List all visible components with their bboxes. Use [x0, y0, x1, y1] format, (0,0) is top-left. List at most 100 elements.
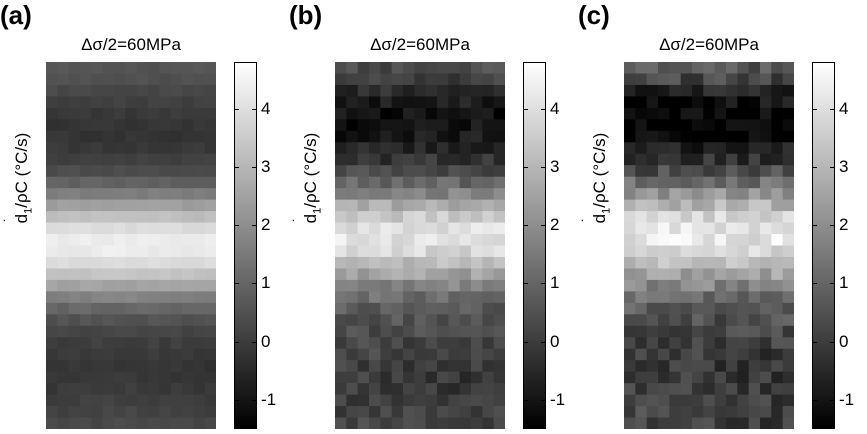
- heatmap-cell: [159, 107, 172, 120]
- heatmap-cell: [102, 211, 115, 224]
- heatmap-cell: [369, 394, 381, 407]
- heatmap-cell: [68, 314, 81, 327]
- heatmap-cell: [737, 268, 750, 281]
- heatmap-cell: [357, 107, 370, 120]
- heatmap-cell: [380, 371, 393, 384]
- heatmap-cell: [136, 291, 149, 304]
- heatmap-cell: [703, 84, 716, 98]
- heatmap-cell: [380, 337, 393, 350]
- heatmap-cell: [380, 222, 393, 235]
- heatmap-cell: [760, 417, 772, 429]
- heatmap-cell: [448, 222, 461, 235]
- heatmap-cell: [91, 107, 104, 120]
- heatmap-cell: [493, 96, 505, 109]
- heatmap-cell: [748, 383, 761, 396]
- heatmap-cell: [782, 337, 794, 350]
- heatmap-cell: [425, 165, 438, 178]
- heatmap-cell: [692, 62, 704, 75]
- heatmap-cell: [170, 279, 183, 292]
- heatmap-cell: [391, 84, 404, 98]
- y-label-unit: /ρC (°C/s): [12, 132, 31, 208]
- heatmap-cell: [459, 107, 472, 120]
- heatmap-cell: [46, 394, 58, 407]
- heatmap-cell: [437, 211, 449, 224]
- heatmap-cell: [658, 314, 670, 327]
- heatmap-cell: [680, 291, 693, 304]
- heatmap-cell: [391, 188, 404, 201]
- heatmap-cell: [726, 360, 738, 373]
- heatmap-cell: [414, 142, 427, 155]
- heatmap-cell: [692, 73, 704, 86]
- heatmap-cell: [737, 245, 750, 258]
- heatmap-cell: [335, 107, 347, 120]
- heatmap-cell: [102, 291, 115, 304]
- heatmap-cell: [425, 142, 438, 155]
- tick-mark: [541, 283, 546, 285]
- heatmap-cell: [403, 188, 415, 201]
- heatmap-cell: [624, 153, 636, 166]
- y-label-subscript: 1: [22, 207, 35, 214]
- heatmap-cell: [658, 130, 670, 143]
- colorbar: [523, 62, 546, 429]
- heatmap-cell: [391, 383, 404, 396]
- heatmap-cell: [703, 394, 716, 407]
- heatmap-cell: [493, 348, 505, 361]
- heatmap-cell: [493, 188, 505, 201]
- heatmap-cell: [437, 107, 449, 120]
- heatmap-cell: [748, 188, 761, 201]
- heatmap-cell: [68, 371, 81, 384]
- heatmap-cell: [193, 245, 206, 258]
- heatmap-cell: [204, 211, 216, 224]
- heatmap-cell: [760, 383, 772, 396]
- heatmap-cell: [658, 279, 670, 292]
- heatmap-cell: [46, 302, 58, 315]
- heatmap-cell: [692, 234, 704, 247]
- heatmap-cell: [692, 165, 704, 178]
- heatmap-cell: [80, 348, 92, 361]
- heatmap-cell: [182, 130, 194, 143]
- heatmap-cell: [346, 130, 359, 143]
- tick-mark: [252, 399, 257, 401]
- heatmap-cell: [714, 188, 727, 201]
- tick-mark: [812, 341, 817, 343]
- heatmap-cell: [646, 62, 659, 75]
- heatmap-cell: [391, 222, 404, 235]
- heatmap-cell: [692, 188, 704, 201]
- y-axis-label: d1/ρC (°C/s): [301, 128, 323, 228]
- heatmap-cell: [646, 165, 659, 178]
- tick-mark: [523, 225, 528, 227]
- heatmap-cell: [437, 314, 449, 327]
- heatmap-cell: [493, 107, 505, 120]
- heatmap-cell: [57, 62, 70, 75]
- heatmap-cell: [148, 268, 160, 281]
- heatmap-cell: [658, 107, 670, 120]
- heatmap-cell: [148, 199, 160, 212]
- heatmap-cell: [635, 165, 648, 178]
- y-label-symbol: d: [590, 214, 609, 223]
- heatmap-cell: [148, 394, 160, 407]
- heatmap-cell: [437, 199, 449, 212]
- heatmap-cell: [380, 130, 393, 143]
- heatmap-cell: [437, 176, 449, 189]
- heatmap-cell: [80, 176, 92, 189]
- heatmap-cell: [46, 337, 58, 350]
- heatmap-cell: [57, 211, 70, 224]
- heatmap-cell: [80, 142, 92, 155]
- heatmap-cell: [80, 130, 92, 143]
- heatmap-cell: [680, 417, 693, 429]
- heatmap-cell: [357, 222, 370, 235]
- heatmap-cell: [680, 96, 693, 109]
- heatmap-cell: [437, 188, 449, 201]
- heatmap-cell: [335, 153, 347, 166]
- heatmap-cell: [369, 256, 381, 270]
- heatmap-cell: [46, 199, 58, 212]
- heatmap-cell: [726, 245, 738, 258]
- heatmap-cell: [680, 337, 693, 350]
- heatmap-cell: [748, 245, 761, 258]
- heatmap-cell: [182, 176, 194, 189]
- heatmap-cell: [114, 348, 126, 361]
- heatmap-cell: [148, 302, 160, 315]
- heatmap-cell: [57, 96, 70, 109]
- heatmap-cell: [380, 279, 393, 292]
- heatmap-cell: [357, 199, 370, 212]
